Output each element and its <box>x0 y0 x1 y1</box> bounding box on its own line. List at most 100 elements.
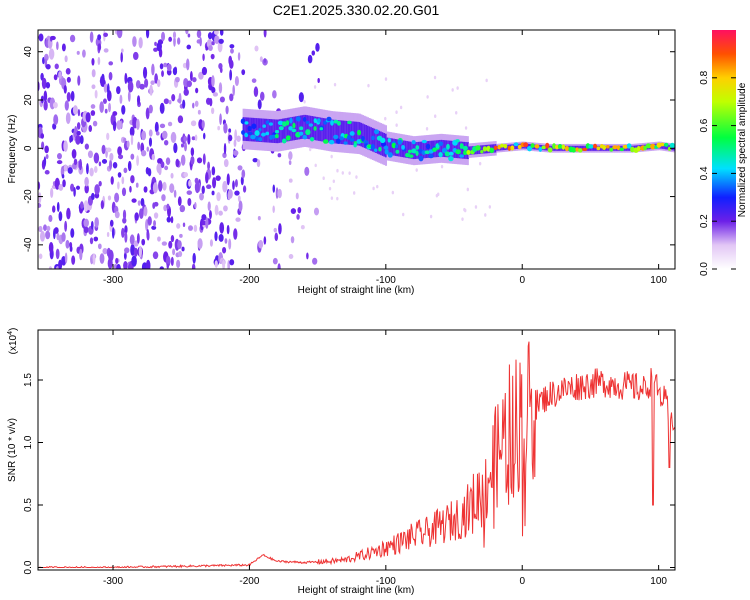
track-peak-mark <box>250 134 256 140</box>
noise-mark <box>118 154 124 160</box>
track-peak-mark <box>349 131 355 136</box>
noise-mark <box>203 132 206 140</box>
track-peak-mark <box>523 142 529 147</box>
track-peak-mark <box>425 143 431 150</box>
track-body-mark <box>591 145 594 151</box>
noise-mark <box>196 157 203 164</box>
track-body-mark <box>388 137 391 155</box>
track-body-mark <box>380 131 383 156</box>
noise-mark <box>70 90 75 102</box>
noise-mark <box>288 151 293 161</box>
noise-mark <box>58 211 63 222</box>
noise-mark <box>211 166 216 176</box>
noise-mark <box>50 187 54 199</box>
noise-mark <box>143 186 148 193</box>
noise-mark <box>121 104 126 115</box>
track-peak-mark <box>313 118 317 124</box>
track-peak-mark <box>277 120 284 126</box>
track-body-mark <box>262 118 265 143</box>
noise-mark <box>168 99 172 105</box>
track-peak-mark <box>339 136 344 141</box>
noise-mark <box>83 226 89 234</box>
noise-mark <box>159 102 165 114</box>
noise-mark <box>79 248 83 261</box>
snr-x-label: Height of straight line (km) <box>298 585 415 596</box>
noise-mark <box>89 31 94 43</box>
noise-mark <box>312 257 318 265</box>
noise-mark <box>166 263 169 269</box>
noise-mark <box>228 128 232 133</box>
noise-mark <box>237 52 241 61</box>
noise-mark <box>48 241 54 253</box>
spectrogram-y-tick-label: -20 <box>23 189 34 204</box>
noise-mark <box>101 144 106 155</box>
noise-mark <box>206 184 212 189</box>
noise-mark <box>70 183 75 192</box>
track-body-mark <box>340 120 343 145</box>
track-peak-mark <box>411 148 417 154</box>
noise-mark <box>256 159 261 168</box>
noise-mark <box>228 238 232 250</box>
track-peak-mark <box>669 142 675 149</box>
noise-mark <box>39 230 46 242</box>
track-body-mark <box>254 117 257 142</box>
noise-mark <box>166 216 172 223</box>
track-body-mark <box>592 145 595 151</box>
noise-mark <box>154 121 159 133</box>
noise-mark <box>48 214 53 223</box>
noise-mark <box>66 76 71 83</box>
track-peak-mark <box>401 144 405 150</box>
track-body-mark <box>250 117 253 142</box>
noise-mark <box>43 156 47 167</box>
noise-mark <box>466 187 470 192</box>
noise-mark <box>199 192 204 201</box>
noise-mark <box>77 75 81 86</box>
noise-mark <box>212 177 217 189</box>
noise-mark <box>53 114 59 126</box>
noise-mark <box>251 78 257 83</box>
track-peak-mark <box>333 134 339 140</box>
noise-mark <box>45 82 51 89</box>
noise-mark <box>56 41 59 51</box>
noise-mark <box>98 161 102 167</box>
track-body-mark <box>386 137 389 155</box>
track-peak-mark <box>503 143 508 149</box>
noise-mark <box>108 102 111 113</box>
noise-mark <box>136 155 139 167</box>
noise-mark <box>426 95 429 99</box>
noise-mark <box>463 207 466 212</box>
noise-mark <box>451 88 454 92</box>
noise-mark <box>258 239 264 249</box>
noise-mark <box>170 131 177 144</box>
track-peak-mark <box>513 142 519 147</box>
noise-mark <box>241 169 246 179</box>
noise-mark <box>137 200 141 206</box>
track-body-mark <box>324 118 327 143</box>
track-peak-mark <box>371 135 375 141</box>
track-peak-mark <box>328 139 335 145</box>
track-body-mark <box>347 120 350 145</box>
noise-mark <box>61 43 66 52</box>
track-body-mark <box>362 123 365 148</box>
noise-mark <box>196 30 202 39</box>
noise-mark <box>177 196 182 207</box>
track-peak-mark <box>462 145 468 151</box>
track-peak-mark <box>274 133 279 139</box>
colorbar-gradient <box>712 30 736 269</box>
track-peak-mark <box>547 147 553 153</box>
noise-mark <box>288 178 293 183</box>
noise-mark <box>217 41 223 53</box>
noise-mark <box>138 245 143 258</box>
track-body-mark <box>363 124 366 148</box>
noise-mark <box>153 220 156 227</box>
track-body-mark <box>272 119 275 143</box>
noise-mark <box>151 225 157 230</box>
chart-title: C2E1.2025.330.02.20.G01 <box>273 2 440 18</box>
noise-mark <box>218 38 224 44</box>
track-peak-mark <box>271 134 277 139</box>
noise-mark <box>115 257 119 264</box>
noise-mark <box>84 143 89 150</box>
noise-mark <box>117 181 120 190</box>
track-body-mark <box>335 119 338 144</box>
